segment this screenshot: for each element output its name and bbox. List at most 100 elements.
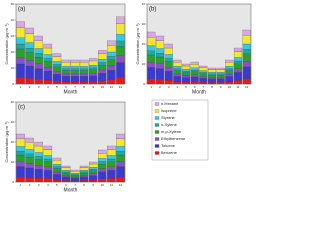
- bar-segment: [242, 35, 251, 45]
- bar-segment: [61, 180, 71, 183]
- bar-segment: [61, 66, 71, 69]
- bar-segment: [70, 173, 80, 175]
- y-tick-label: 20: [11, 140, 15, 144]
- bar-segment: [52, 53, 62, 57]
- bar-segment: [25, 42, 34, 49]
- bar-segment: [207, 82, 217, 85]
- bar-segment: [107, 40, 116, 46]
- bar-segment: [225, 68, 234, 71]
- bar-segment: [155, 68, 165, 80]
- y-tick-label: 10: [142, 62, 146, 66]
- y-tick-label: 30: [11, 120, 15, 124]
- bar-segment: [34, 68, 43, 80]
- bar-segment: [173, 81, 182, 85]
- bar-segment: [34, 165, 43, 170]
- bar-segment: [225, 76, 234, 82]
- x-tick-label: 6: [65, 85, 67, 89]
- bar-segment: [79, 180, 89, 183]
- legend-swatch: [154, 102, 160, 106]
- bar-segment: [173, 59, 182, 63]
- bar-segment: [61, 171, 71, 174]
- bar-segment: [79, 175, 89, 177]
- bar-segment: [61, 172, 71, 176]
- bar-segment: [98, 171, 107, 179]
- bar-segment: [242, 78, 251, 85]
- bar-segment: [52, 171, 62, 175]
- bar-segment: [34, 53, 43, 58]
- bar-segment: [79, 59, 89, 63]
- bar-segment: [216, 82, 225, 85]
- y-tick-label: 0: [12, 180, 14, 184]
- bar-segment: [207, 77, 217, 79]
- bar-segment: [16, 48, 25, 58]
- bar-segment: [155, 48, 165, 54]
- bar-segment: [25, 137, 34, 143]
- bar-segment: [181, 71, 191, 73]
- bar-segment: [107, 70, 116, 80]
- x-tick-label: 12: [119, 85, 123, 89]
- bar-segment: [216, 69, 225, 73]
- bar-segment: [43, 166, 53, 171]
- bar-segment: [147, 31, 156, 38]
- bar-segment: [199, 73, 208, 77]
- bar-segment: [25, 163, 34, 169]
- bar-segment: [61, 167, 71, 171]
- bar-segment: [61, 73, 71, 77]
- bar-segment: [43, 158, 53, 162]
- bar-segment: [61, 81, 71, 85]
- bar-segment: [155, 79, 165, 85]
- bar-segment: [164, 67, 173, 72]
- bar-segment: [79, 165, 89, 168]
- bar-segment: [34, 57, 43, 64]
- bar-segment: [25, 153, 34, 158]
- bar-segment: [70, 66, 80, 69]
- bar-segment: [242, 66, 251, 79]
- bar-segment: [199, 78, 208, 83]
- bar-segment: [70, 175, 80, 178]
- bar-segment: [207, 67, 217, 70]
- bar-segment: [116, 154, 125, 162]
- bar-segment: [107, 178, 116, 183]
- bar-segment: [181, 75, 191, 78]
- bar-segment: [173, 73, 182, 77]
- bar-segment: [16, 37, 25, 45]
- bar-segment: [52, 160, 62, 165]
- x-tick-label: 8: [83, 183, 85, 187]
- y-tick-label: 30: [142, 22, 146, 26]
- bar-segment: [43, 54, 53, 59]
- y-tick-label: 10: [11, 66, 15, 70]
- bar-segment: [107, 155, 116, 160]
- bar-segment: [70, 59, 80, 63]
- bar-segment: [190, 69, 199, 72]
- bar-segment: [233, 47, 243, 52]
- bar-segment: [34, 40, 43, 49]
- bar-segment: [16, 57, 25, 65]
- x-tick-label: 8: [211, 85, 213, 89]
- bar-segment: [16, 151, 25, 156]
- x-tick-label: 10: [101, 183, 105, 187]
- bar-segment: [25, 157, 34, 164]
- bar-segment: [52, 71, 62, 75]
- x-axis-label: Month: [192, 89, 206, 95]
- bar-segment: [52, 166, 62, 169]
- bar-segment: [79, 70, 89, 75]
- bar-segment: [190, 74, 199, 78]
- bar-segment: [190, 81, 199, 85]
- x-tick-label: 1: [20, 85, 22, 89]
- bar-segment: [25, 177, 34, 183]
- bar-segment: [52, 61, 62, 65]
- bar-segment: [147, 78, 156, 85]
- legend-box: [151, 99, 209, 161]
- y-tick-label: 0: [12, 82, 14, 86]
- legend-label: o-Xylene: [161, 122, 178, 127]
- bar-segment: [34, 35, 43, 41]
- bar-segment: [43, 145, 53, 150]
- bar-segment: [79, 62, 89, 67]
- bar-segment: [88, 163, 98, 168]
- bar-segment: [164, 71, 173, 81]
- bar-segment: [147, 62, 156, 68]
- bar-segment: [25, 78, 34, 85]
- bar-segment: [16, 138, 25, 147]
- bar-segment: [164, 61, 173, 68]
- bar-segment: [190, 67, 199, 71]
